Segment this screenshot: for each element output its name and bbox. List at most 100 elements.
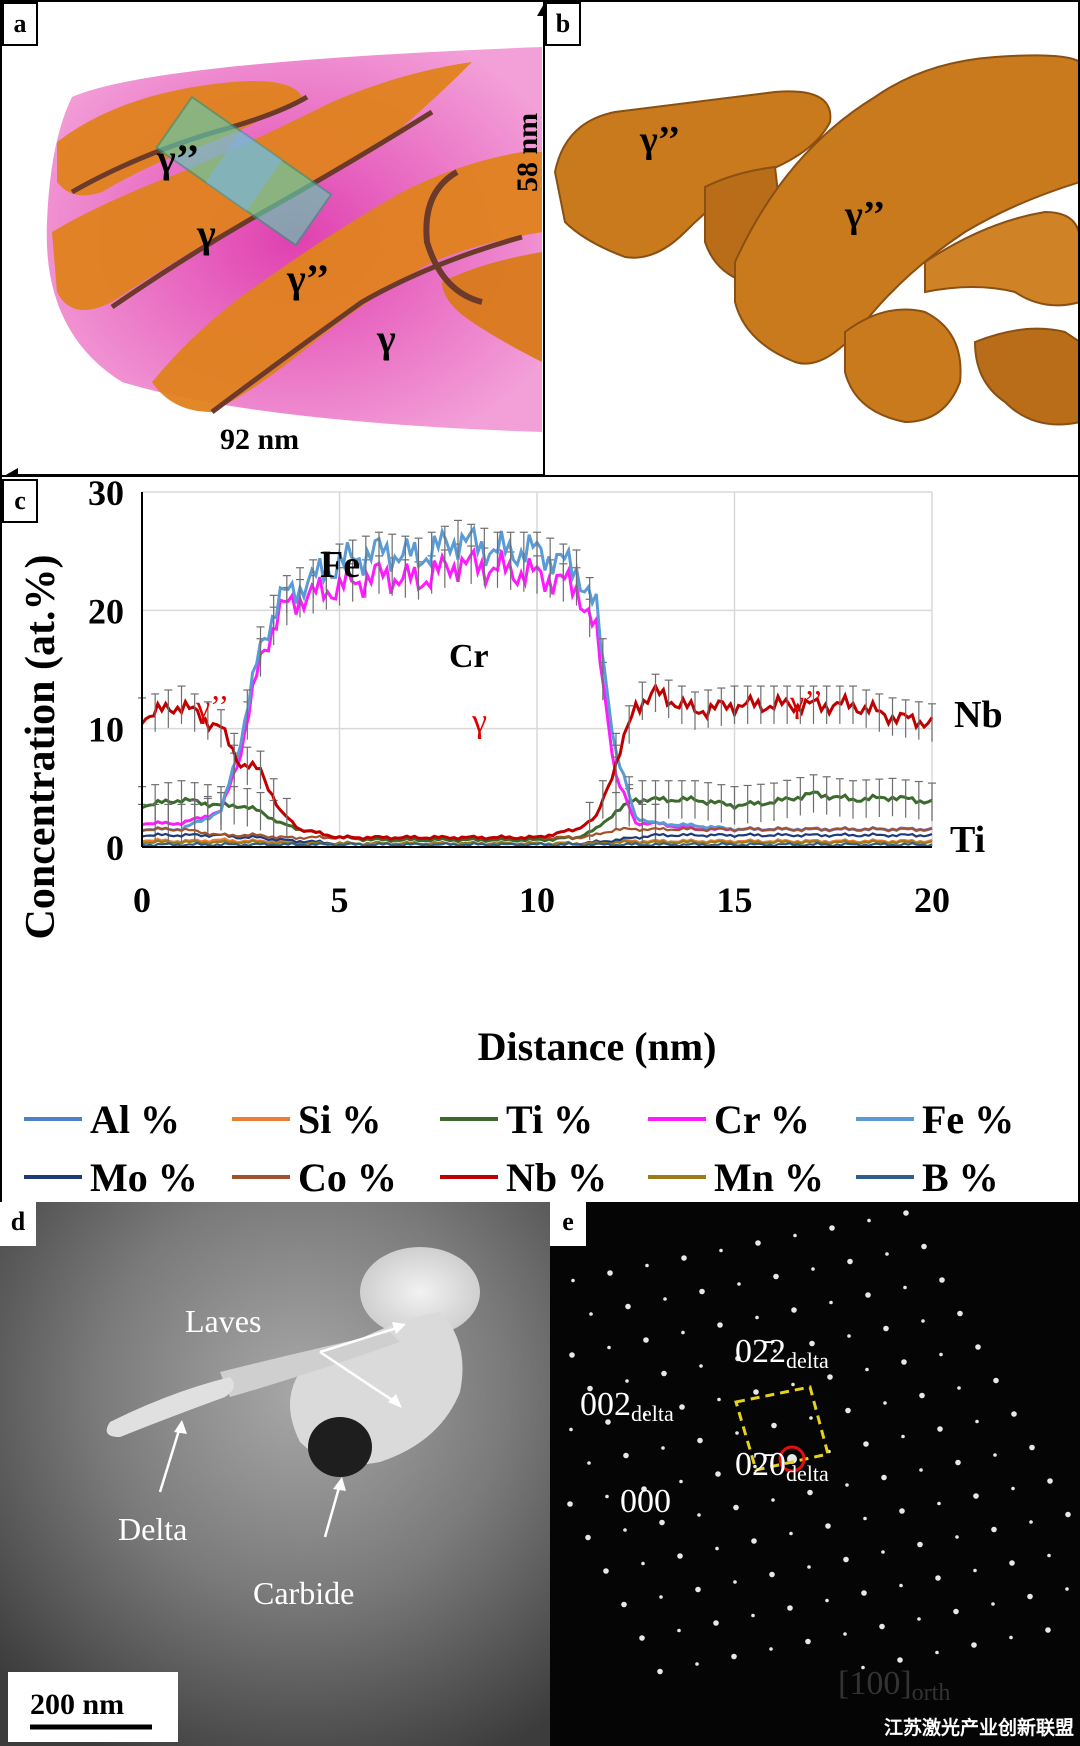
diffraction-spot <box>939 1277 945 1283</box>
diffraction-spot <box>899 1508 905 1514</box>
legend-entry: Mn % <box>648 1154 856 1201</box>
panel-d: Laves Delta Carbide 200 nm d <box>0 1202 550 1746</box>
legend-entry: Mo % <box>24 1154 232 1201</box>
diffraction-spot <box>735 1355 741 1362</box>
panel-label-d: d <box>0 1202 36 1246</box>
spot-label-0-2-2: 02̄2delta <box>735 1333 829 1373</box>
analysis-roi <box>155 95 333 247</box>
diffraction-spot <box>829 1225 835 1231</box>
diffraction-spot <box>607 1345 611 1350</box>
laves-particle <box>220 1332 400 1397</box>
legend-label: Si % <box>298 1096 382 1142</box>
diffraction-spot <box>843 1556 849 1563</box>
series-line-b <box>141 841 933 848</box>
diffraction-spot <box>809 1340 815 1347</box>
diffraction-spot <box>719 1248 723 1253</box>
diffraction-spot <box>695 1662 699 1666</box>
diffraction-spot <box>787 1605 793 1611</box>
diffraction-spot <box>639 1635 645 1641</box>
diffraction-spot <box>883 1401 887 1405</box>
diffraction-spot <box>753 1389 759 1395</box>
diffraction-spot <box>733 1580 737 1584</box>
diffraction-spot <box>1011 1486 1015 1491</box>
diffraction-spot <box>715 1471 721 1477</box>
diffraction-spot <box>811 1267 815 1271</box>
delta-phase-needle <box>106 1377 234 1437</box>
diffraction-spot <box>699 1288 705 1295</box>
diffraction-spot <box>605 1494 609 1499</box>
delta-label: Delta <box>118 1511 187 1547</box>
diffraction-spot <box>1029 1444 1035 1451</box>
chart-legend: Al % Si % Ti % Cr % Fe % Mo % Co % Nb % Mn % B % <box>24 1090 1064 1206</box>
diffraction-pattern: 002delta 02̄2delta 02̄0delta 000 [100]or… <box>550 1202 1080 1746</box>
diffraction-spot <box>699 1364 703 1368</box>
diffraction-spot <box>717 1322 723 1328</box>
diffraction-spot <box>1009 1635 1013 1640</box>
diffraction-spot <box>663 1297 667 1301</box>
diffraction-spot <box>825 1598 829 1603</box>
unit-cell-outline <box>734 1385 830 1472</box>
legend-swatch <box>232 1175 290 1179</box>
diffraction-spot <box>975 1419 979 1424</box>
diffraction-spot <box>935 1575 941 1581</box>
gamma-double-prime-band <box>442 252 542 362</box>
diffraction-spot <box>955 1535 959 1539</box>
diffraction-spot <box>883 1325 889 1332</box>
diffraction-spot <box>805 1638 811 1645</box>
diffraction-spot <box>825 1523 831 1529</box>
diffraction-spot <box>829 1300 833 1305</box>
interface-edge <box>210 234 523 415</box>
diffraction-spot <box>755 1240 761 1246</box>
diffraction-spot <box>791 1307 797 1313</box>
diffraction-spot <box>827 1374 833 1380</box>
diffraction-spot <box>713 1620 719 1626</box>
diffraction-spot <box>751 1613 755 1618</box>
legend-entry: Co % <box>232 1154 440 1201</box>
diffraction-spot <box>863 1516 867 1521</box>
isosurface-image: γ’’ γ’’ <box>545 2 1078 475</box>
panel-e: 002delta 02̄2delta 02̄0delta 000 [100]or… <box>550 1202 1080 1746</box>
diffraction-spot <box>731 1653 737 1660</box>
diffraction-spot <box>899 1583 903 1588</box>
gamma-double-prime-band <box>152 152 542 412</box>
arrow-head-icon <box>537 5 543 16</box>
diffraction-spot <box>865 1367 869 1372</box>
diffraction-spot <box>901 1359 907 1365</box>
diffraction-spot <box>679 1479 683 1484</box>
height-dimension-label: 58 nm <box>511 113 544 192</box>
diffraction-spot <box>769 1571 775 1578</box>
diffraction-spot <box>939 1352 943 1357</box>
x-tick-label: 10 <box>519 880 555 920</box>
ti-annotation: Ti <box>950 819 985 861</box>
scalebar-label: 200 nm <box>30 1688 124 1721</box>
x-tick-label: 5 <box>331 880 349 920</box>
legend-entry: Si % <box>232 1096 440 1143</box>
diffraction-spot <box>847 1334 851 1338</box>
nb-annotation: Nb <box>954 694 1003 736</box>
laves-particle <box>360 1247 480 1337</box>
diffraction-spot <box>953 1608 959 1615</box>
concentration-profile-chart: 0 5 10 15 20 0 10 20 30 Distance (nm) Concentrat… <box>18 477 1003 1069</box>
diffraction-spot <box>957 1386 961 1390</box>
panel-a: γ’’ γ γ’’ γ 92 nm 58 nm a <box>0 0 545 477</box>
diffraction-spot <box>567 1501 573 1507</box>
diffraction-spot <box>937 1501 941 1506</box>
diffraction-spot <box>715 1546 719 1551</box>
spot-label-0-2-0: 02̄0delta <box>735 1446 829 1486</box>
diffraction-spot <box>1047 1553 1051 1558</box>
laves-label: Laves <box>185 1303 261 1339</box>
arrow-head-icon <box>174 1322 406 1491</box>
spot-label-000: 000 <box>620 1483 671 1520</box>
diffraction-spot <box>789 1531 793 1536</box>
diffraction-spot <box>885 1252 889 1256</box>
diffraction-spot <box>643 1337 649 1343</box>
x-tick-label: 20 <box>914 880 950 920</box>
interface-edge <box>423 169 483 305</box>
y-tick-label: 0 <box>106 828 124 868</box>
scalebar-box <box>8 1672 178 1742</box>
diffraction-spot <box>937 1426 943 1432</box>
legend-swatch <box>440 1175 498 1179</box>
diffraction-spot <box>807 1565 811 1569</box>
diffraction-spot <box>717 1397 721 1402</box>
diffraction-spot <box>695 1586 701 1593</box>
